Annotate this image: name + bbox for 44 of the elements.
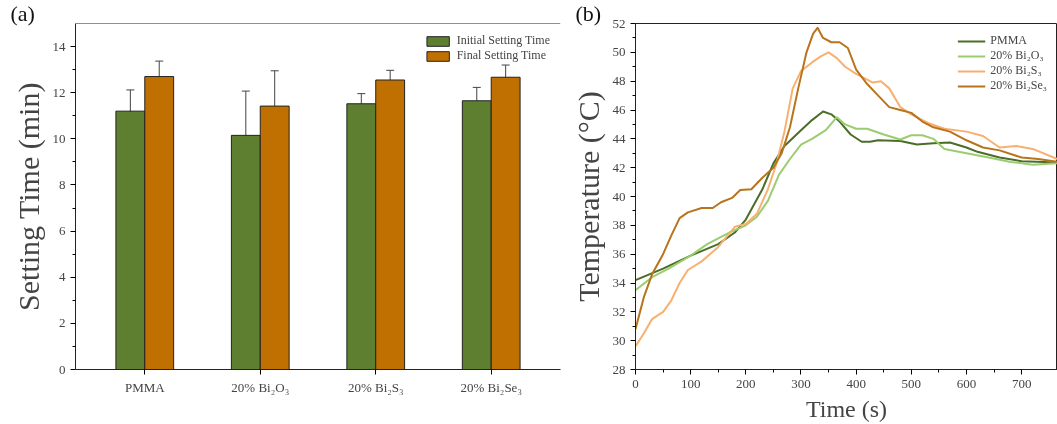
legend-label: Final Setting Time: [456, 48, 546, 63]
text: (b): [575, 0, 602, 26]
y-tick-label: 42: [612, 159, 626, 175]
y-tick-label: 4: [59, 269, 66, 285]
x-tick-label: 20% Bi₂Se₃: [460, 379, 522, 395]
y-tick-label: 44: [612, 130, 626, 146]
x-tick-label: 300: [791, 375, 811, 391]
x-tick-label: 0: [632, 375, 639, 391]
y-tick-label: 28: [612, 361, 626, 377]
text: (a): [10, 0, 35, 26]
y-axis-title: Temperature (°C): [571, 91, 606, 302]
x-tick-label: 100: [680, 375, 701, 391]
y-tick-label: 30: [612, 332, 626, 348]
y-tick-label: 40: [612, 188, 626, 204]
legend-label: Initial Setting Time: [456, 33, 550, 48]
y-tick-label: 34: [612, 275, 626, 290]
x-tick-label: 20% Bi₂O₃: [231, 379, 290, 395]
y-tick-label: 12: [52, 84, 66, 100]
y-tick-label: 2: [59, 315, 66, 331]
y-tick-label: 32: [612, 303, 626, 319]
x-tick-label: 600: [956, 375, 977, 391]
x-axis-title: Time (s): [805, 395, 888, 422]
legend-label: 20% Bi₂O₃: [990, 48, 1044, 63]
y-tick-label: 50: [612, 44, 626, 60]
x-tick-label: 20% Bi₂S₃: [347, 379, 404, 395]
legend-label: PMMA: [990, 33, 1027, 48]
legend-label: 20% Bi₂Se₃: [990, 78, 1047, 93]
y-tick-label: 48: [612, 73, 626, 89]
x-tick-label: 200: [736, 375, 756, 391]
y-tick-label: 6: [59, 223, 66, 239]
x-tick-label: 700: [1011, 375, 1032, 391]
y-tick-label: 46: [612, 102, 626, 117]
y-tick-label: 10: [52, 130, 66, 146]
x-tick-label: 400: [846, 375, 866, 391]
y-tick-label: 52: [612, 15, 626, 31]
legend-label: 20% Bi₂S₃: [990, 63, 1042, 78]
y-tick-label: 38: [612, 217, 626, 233]
x-tick-label: 500: [901, 375, 922, 391]
x-tick-label: PMMA: [124, 379, 166, 395]
y-tick-label: 14: [52, 38, 66, 54]
y-tick-label: 8: [59, 176, 66, 192]
y-tick-label: 36: [612, 246, 626, 262]
y-tick-label: 0: [59, 361, 66, 377]
y-axis-title: Setting Time (min): [11, 82, 46, 311]
